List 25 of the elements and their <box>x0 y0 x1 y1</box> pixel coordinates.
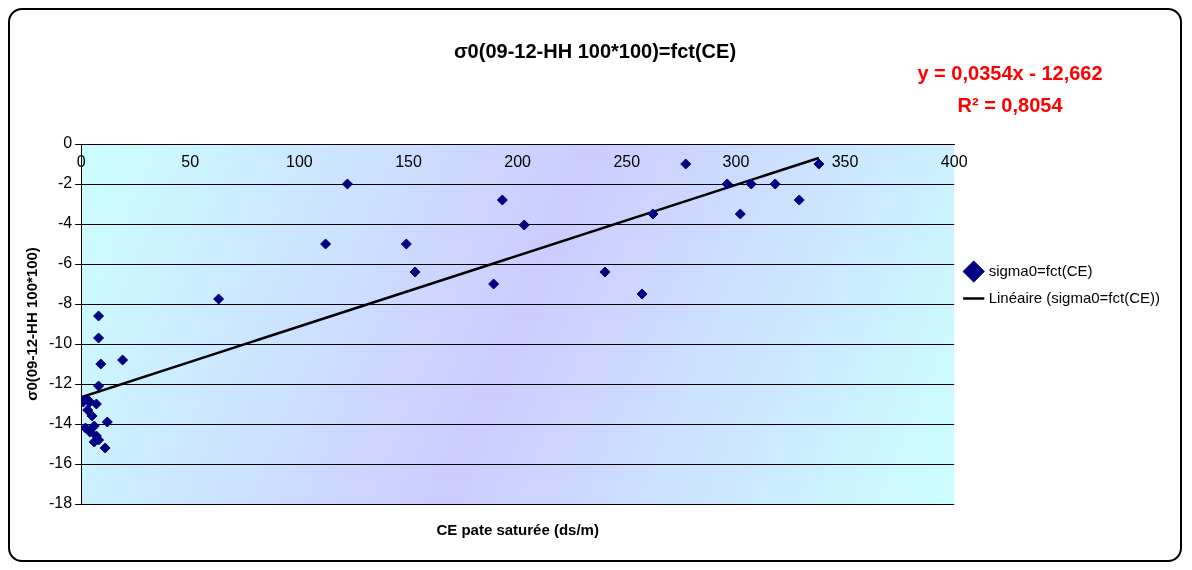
x-tick-label: 200 <box>504 153 532 171</box>
y-tick-label: -12 <box>49 374 73 392</box>
legend-label: sigma0=fct(CE) <box>988 261 1093 279</box>
x-tick-label: 400 <box>940 153 968 171</box>
x-tick-label: 350 <box>831 153 859 171</box>
x-tick-label: 50 <box>181 153 200 171</box>
y-tick-label: -8 <box>57 294 73 312</box>
x-tick-label: 250 <box>613 153 641 171</box>
y-tick-label: -18 <box>49 494 73 512</box>
chart-title: σ0(09-12-HH 100*100)=fct(CE) <box>453 39 737 62</box>
x-tick-label: 300 <box>722 153 750 171</box>
legend-label: Linéaire (sigma0=fct(CE)) <box>988 288 1161 306</box>
text: y = 0,0354x - 12,662 <box>917 62 1103 84</box>
y-axis-title: σ0(09-12-HH 100*100) <box>23 247 41 401</box>
x-tick-label: 150 <box>395 153 422 171</box>
y-tick-label: 0 <box>63 134 73 152</box>
y-tick-label: -10 <box>49 334 73 352</box>
y-tick-label: -16 <box>49 454 73 472</box>
y-tick-label: -6 <box>57 254 73 272</box>
y-tick-label: -4 <box>57 214 73 232</box>
x-tick-label: 100 <box>286 153 313 171</box>
y-tick-label: -14 <box>49 414 73 432</box>
y-tick-label: -2 <box>57 174 73 192</box>
x-axis-title: CE pate saturée (ds/m) <box>436 521 599 539</box>
text: R² = 0,8054 <box>957 94 1064 116</box>
